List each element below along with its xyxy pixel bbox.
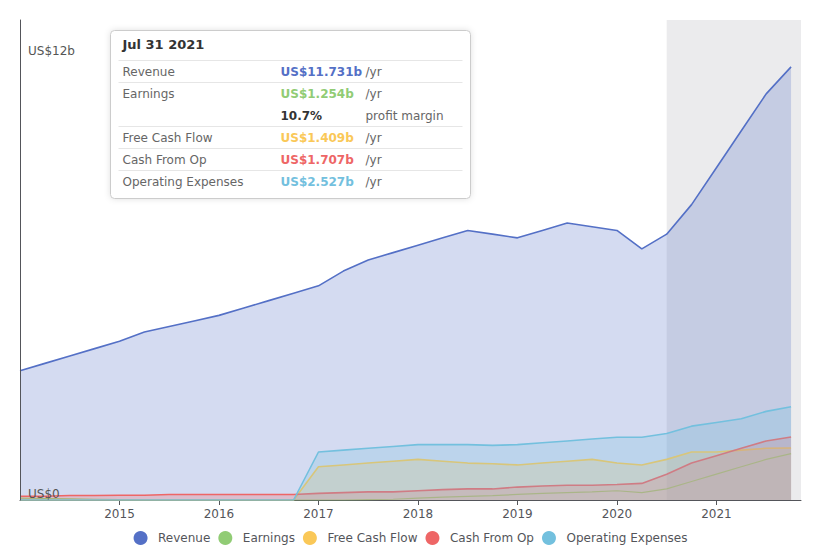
svg-text:Free Cash Flow: Free Cash Flow — [327, 531, 417, 545]
svg-text:US$1.254b: US$1.254b — [281, 87, 355, 101]
svg-text:US$2.527b: US$2.527b — [281, 175, 355, 189]
svg-text:2021: 2021 — [701, 507, 732, 521]
svg-text:2017: 2017 — [303, 507, 334, 521]
svg-text:Earnings: Earnings — [243, 531, 295, 545]
svg-text:US$1.409b: US$1.409b — [281, 131, 355, 145]
svg-text:2019: 2019 — [502, 507, 533, 521]
svg-text:Cash From Op: Cash From Op — [450, 531, 534, 545]
svg-text:Earnings: Earnings — [123, 87, 175, 101]
svg-text:10.7%: 10.7% — [281, 109, 323, 123]
svg-text:2016: 2016 — [204, 507, 235, 521]
svg-text:/yr: /yr — [366, 153, 382, 167]
svg-text:Revenue: Revenue — [123, 65, 175, 79]
svg-text:/yr: /yr — [366, 65, 382, 79]
svg-text:US$12b: US$12b — [28, 44, 75, 58]
svg-text:US$11.731b: US$11.731b — [281, 65, 363, 79]
svg-text:/yr: /yr — [366, 175, 382, 189]
svg-text:profit margin: profit margin — [366, 109, 444, 123]
svg-text:Operating Expenses: Operating Expenses — [123, 175, 244, 189]
svg-text:Operating Expenses: Operating Expenses — [566, 531, 687, 545]
svg-text:US$0: US$0 — [28, 487, 60, 501]
svg-text:Cash From Op: Cash From Op — [123, 153, 207, 167]
svg-text:/yr: /yr — [366, 131, 382, 145]
svg-text:Free Cash Flow: Free Cash Flow — [123, 131, 213, 145]
svg-text:2018: 2018 — [403, 507, 434, 521]
svg-text:2015: 2015 — [104, 507, 135, 521]
svg-text:Revenue: Revenue — [158, 531, 210, 545]
svg-text:US$1.707b: US$1.707b — [281, 153, 355, 167]
svg-text:/yr: /yr — [366, 87, 382, 101]
svg-text:Jul 31 2021: Jul 31 2021 — [122, 37, 205, 52]
svg-text:2020: 2020 — [602, 507, 633, 521]
